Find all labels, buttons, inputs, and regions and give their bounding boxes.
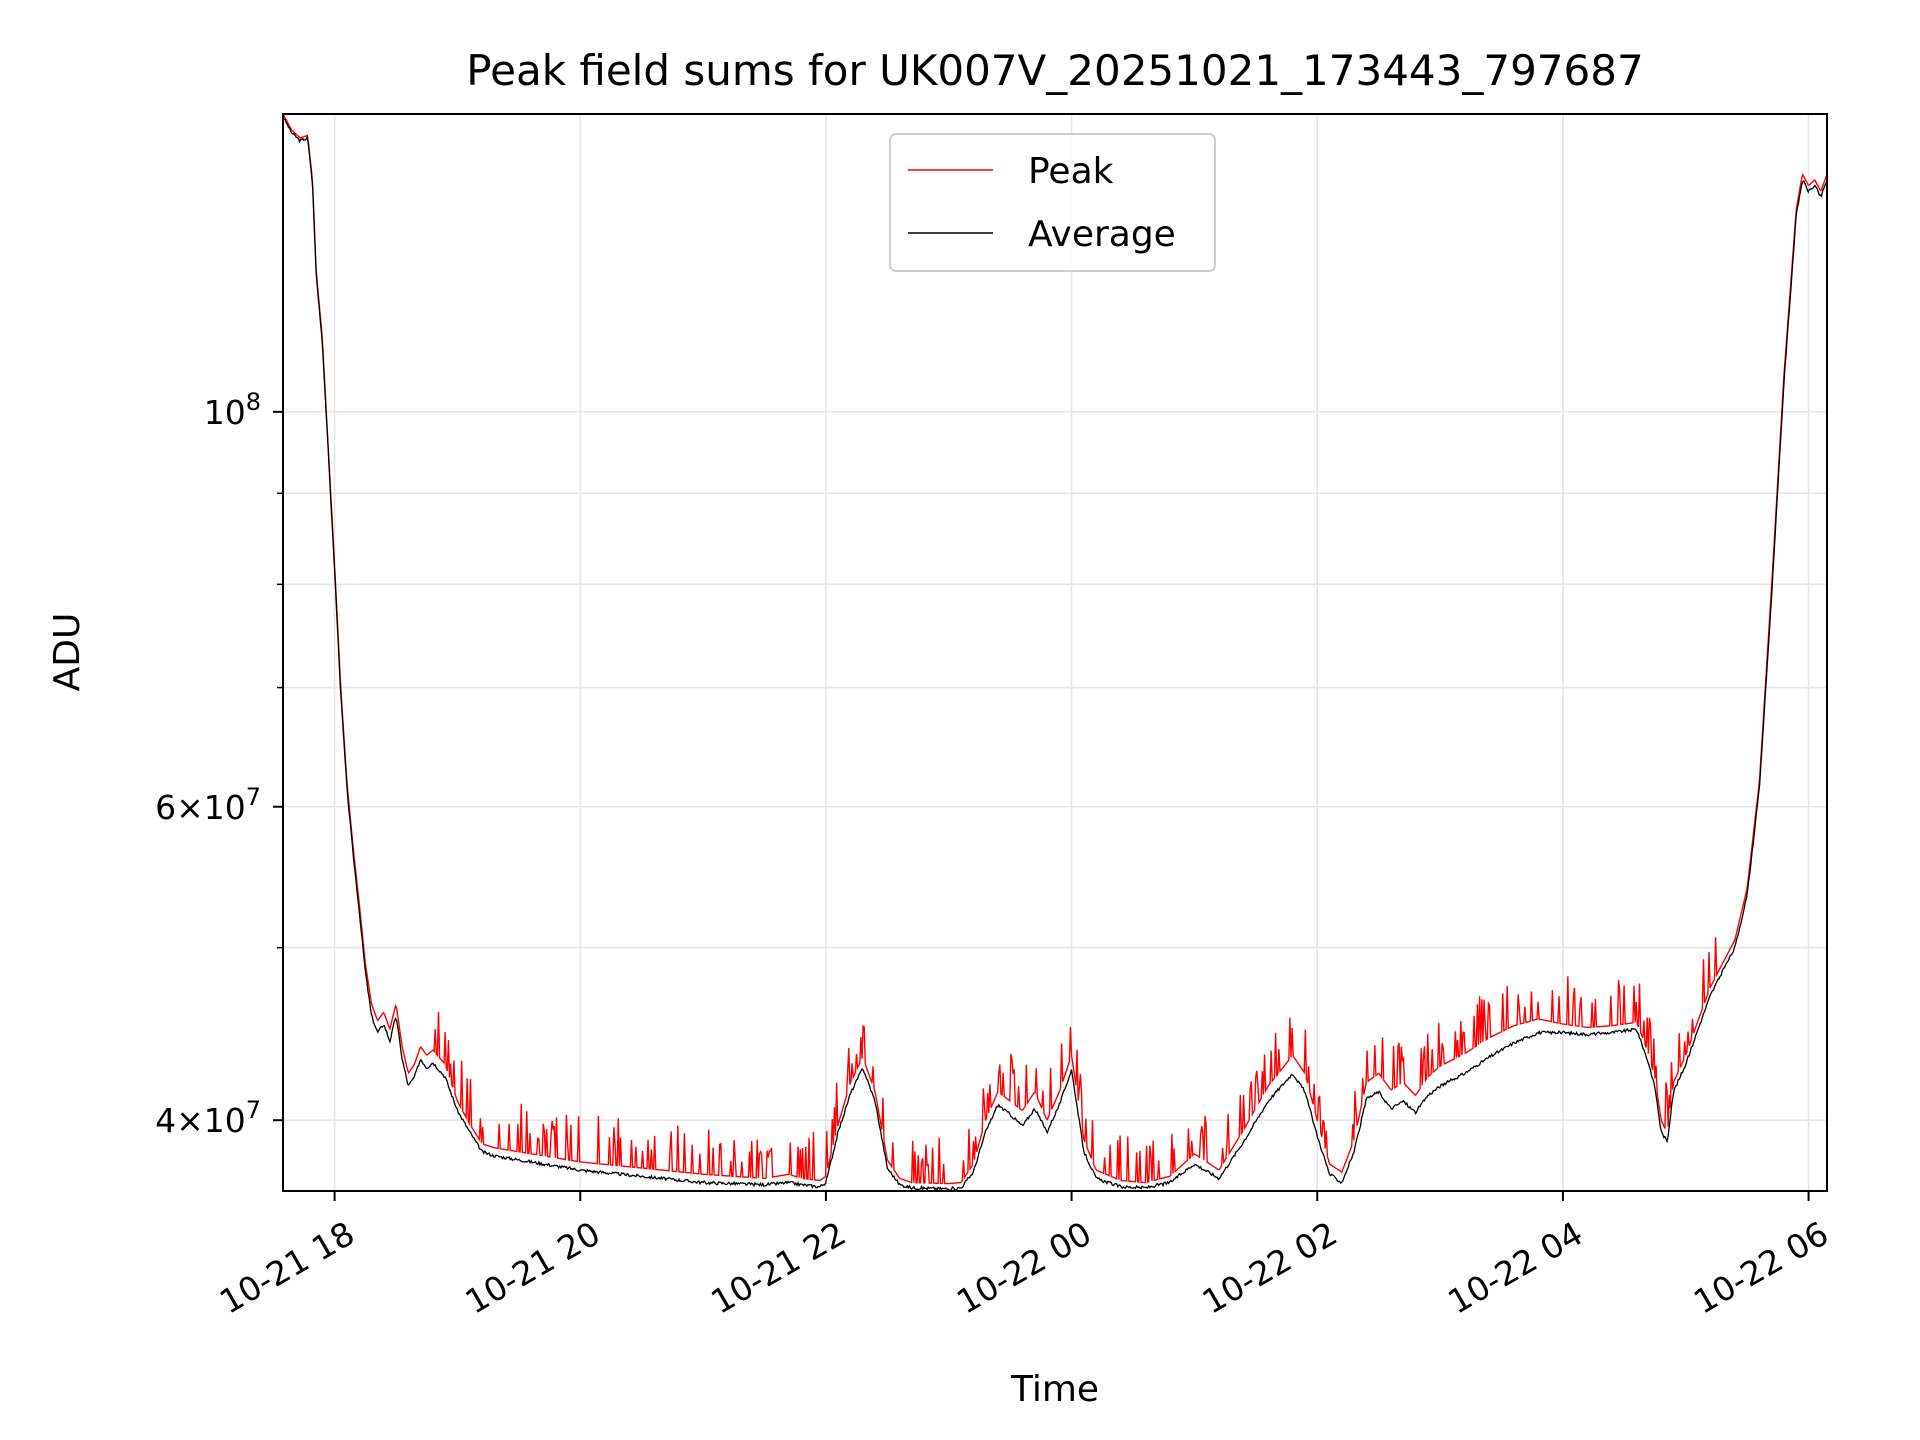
plot-frame (282, 113, 1828, 1192)
x-axis-label: Time (1010, 1369, 1099, 1410)
peak-series-line (283, 114, 1827, 1185)
legend-peak-label: Peak (1028, 151, 1114, 192)
y-tick-label: 6×107 (155, 783, 261, 827)
series-group (283, 114, 1827, 1191)
grid (283, 114, 1827, 1191)
legend: Peak Average (889, 133, 1216, 272)
y-tick-label: 4×107 (155, 1096, 261, 1140)
average-series-line (283, 116, 1827, 1191)
y-axis-label: ADU (47, 613, 88, 692)
legend-average-label: Average (1028, 214, 1176, 255)
chart-title: Peak field sums for UK007V_20251021_1734… (466, 46, 1643, 95)
legend-box (889, 133, 1216, 272)
